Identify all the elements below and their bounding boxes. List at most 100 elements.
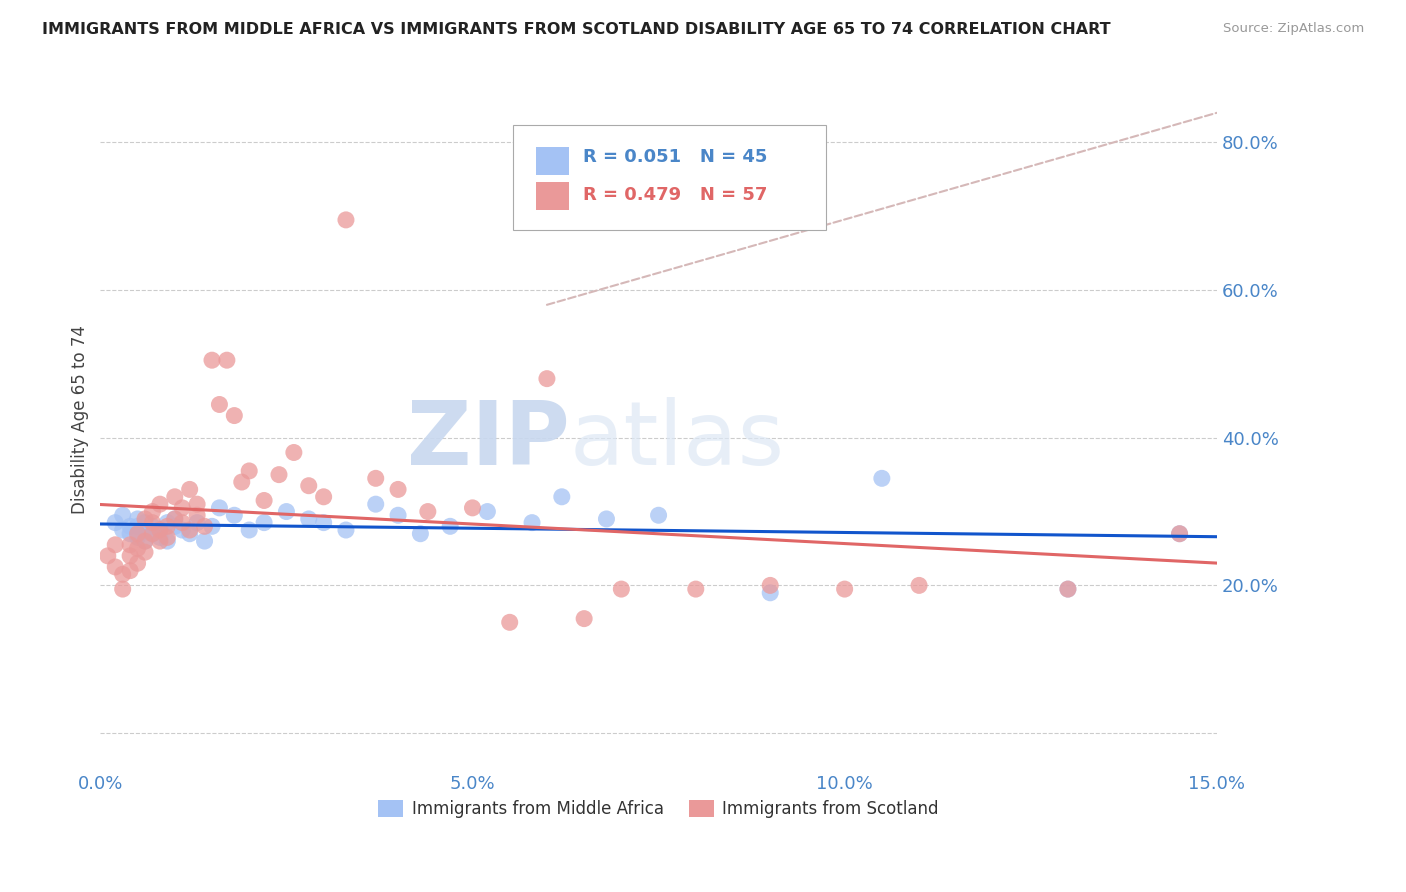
Text: ZIP: ZIP: [406, 397, 569, 483]
Point: [1168, 526, 1191, 541]
Point: [127, 526, 149, 541]
Point: [186, 516, 208, 530]
Point: [186, 508, 208, 523]
Point: [120, 564, 142, 578]
Point: [134, 534, 156, 549]
Point: [141, 526, 163, 541]
FancyBboxPatch shape: [513, 125, 827, 230]
Point: [685, 582, 707, 596]
Bar: [536, 182, 569, 211]
Point: [193, 519, 215, 533]
Point: [870, 471, 893, 485]
Point: [335, 213, 357, 227]
Point: [120, 526, 142, 541]
Point: [276, 504, 298, 518]
Point: [461, 500, 484, 515]
Bar: [536, 147, 569, 175]
Point: [647, 508, 669, 523]
Point: [127, 512, 149, 526]
Point: [551, 490, 574, 504]
Point: [477, 504, 499, 518]
Point: [149, 534, 172, 549]
Point: [208, 397, 231, 411]
Legend: Immigrants from Middle Africa, Immigrants from Scotland: Immigrants from Middle Africa, Immigrant…: [371, 793, 945, 825]
Text: Source: ZipAtlas.com: Source: ZipAtlas.com: [1223, 22, 1364, 36]
Point: [208, 500, 231, 515]
Text: R = 0.479   N = 57: R = 0.479 N = 57: [582, 186, 768, 203]
Point: [163, 512, 186, 526]
Point: [104, 538, 127, 552]
Point: [156, 534, 179, 549]
Point: [134, 545, 156, 559]
Point: [1168, 526, 1191, 541]
Point: [595, 512, 617, 526]
Point: [186, 497, 208, 511]
Point: [572, 612, 595, 626]
Point: [536, 371, 558, 385]
Point: [238, 464, 260, 478]
Point: [149, 530, 172, 544]
Point: [1057, 582, 1080, 596]
Point: [156, 519, 179, 533]
Point: [120, 549, 142, 563]
Point: [127, 556, 149, 570]
Point: [163, 512, 186, 526]
Point: [156, 516, 179, 530]
Point: [163, 490, 186, 504]
Point: [520, 516, 543, 530]
Point: [238, 523, 260, 537]
Point: [610, 582, 633, 596]
Point: [312, 516, 335, 530]
Point: [312, 490, 335, 504]
Point: [120, 519, 142, 533]
Point: [172, 523, 194, 537]
Point: [416, 504, 439, 518]
Point: [149, 523, 172, 537]
Point: [172, 500, 194, 515]
Point: [283, 445, 305, 459]
Point: [387, 483, 409, 497]
Point: [409, 526, 432, 541]
Point: [104, 516, 127, 530]
Point: [111, 508, 134, 523]
Point: [134, 512, 156, 526]
Point: [364, 471, 387, 485]
Point: [141, 519, 163, 533]
Point: [179, 526, 201, 541]
Point: [499, 615, 522, 630]
Point: [298, 512, 321, 526]
Text: IMMIGRANTS FROM MIDDLE AFRICA VS IMMIGRANTS FROM SCOTLAND DISABILITY AGE 65 TO 7: IMMIGRANTS FROM MIDDLE AFRICA VS IMMIGRA…: [42, 22, 1111, 37]
Point: [179, 523, 201, 537]
Point: [149, 523, 172, 537]
Point: [141, 516, 163, 530]
Point: [834, 582, 856, 596]
Point: [387, 508, 409, 523]
Point: [231, 475, 253, 489]
Point: [120, 538, 142, 552]
Point: [104, 560, 127, 574]
Text: atlas: atlas: [569, 397, 785, 483]
Point: [298, 479, 321, 493]
Point: [201, 353, 224, 368]
Point: [127, 541, 149, 556]
Point: [134, 523, 156, 537]
Point: [111, 523, 134, 537]
Point: [908, 578, 931, 592]
Point: [134, 534, 156, 549]
Point: [172, 516, 194, 530]
Point: [127, 519, 149, 533]
Point: [127, 530, 149, 544]
Point: [215, 353, 238, 368]
Point: [163, 519, 186, 533]
Point: [201, 519, 224, 533]
Point: [97, 549, 120, 563]
Point: [156, 530, 179, 544]
Point: [759, 578, 782, 592]
Point: [193, 534, 215, 549]
Point: [267, 467, 290, 482]
Point: [253, 493, 276, 508]
Text: R = 0.051   N = 45: R = 0.051 N = 45: [582, 148, 768, 166]
Point: [141, 504, 163, 518]
Point: [364, 497, 387, 511]
Point: [111, 582, 134, 596]
